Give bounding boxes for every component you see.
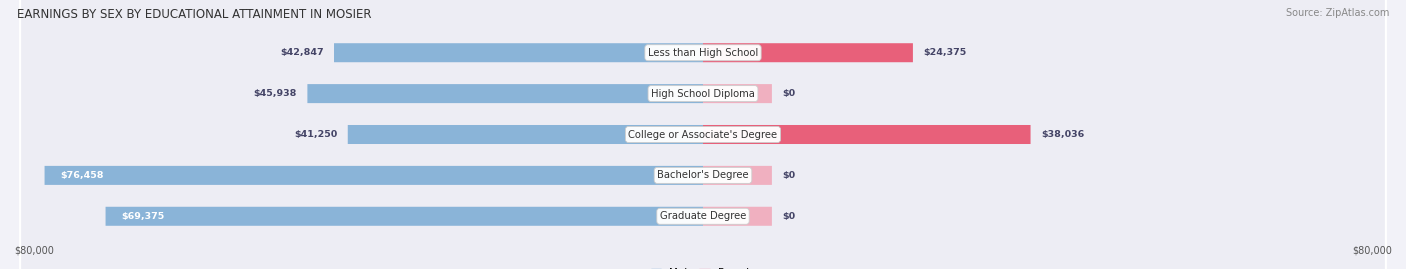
Text: $76,458: $76,458 — [60, 171, 104, 180]
Text: Less than High School: Less than High School — [648, 48, 758, 58]
Text: EARNINGS BY SEX BY EDUCATIONAL ATTAINMENT IN MOSIER: EARNINGS BY SEX BY EDUCATIONAL ATTAINMEN… — [17, 8, 371, 21]
FancyBboxPatch shape — [703, 125, 1031, 144]
Text: $80,000: $80,000 — [14, 246, 53, 256]
Text: High School Diploma: High School Diploma — [651, 89, 755, 99]
Text: $0: $0 — [782, 171, 796, 180]
Text: $42,847: $42,847 — [280, 48, 323, 57]
FancyBboxPatch shape — [20, 0, 1386, 269]
Text: College or Associate's Degree: College or Associate's Degree — [628, 129, 778, 140]
Text: Bachelor's Degree: Bachelor's Degree — [657, 170, 749, 180]
FancyBboxPatch shape — [703, 207, 772, 226]
Text: $45,938: $45,938 — [253, 89, 297, 98]
Text: $80,000: $80,000 — [1353, 246, 1392, 256]
Text: $41,250: $41,250 — [294, 130, 337, 139]
FancyBboxPatch shape — [347, 125, 703, 144]
FancyBboxPatch shape — [105, 207, 703, 226]
FancyBboxPatch shape — [45, 166, 703, 185]
Text: $38,036: $38,036 — [1040, 130, 1084, 139]
Text: $24,375: $24,375 — [924, 48, 966, 57]
FancyBboxPatch shape — [703, 166, 772, 185]
Legend: Male, Female: Male, Female — [647, 264, 759, 269]
FancyBboxPatch shape — [703, 43, 912, 62]
FancyBboxPatch shape — [703, 84, 772, 103]
FancyBboxPatch shape — [20, 0, 1386, 269]
Text: Graduate Degree: Graduate Degree — [659, 211, 747, 221]
FancyBboxPatch shape — [20, 0, 1386, 269]
Text: Source: ZipAtlas.com: Source: ZipAtlas.com — [1285, 8, 1389, 18]
FancyBboxPatch shape — [308, 84, 703, 103]
Text: $0: $0 — [782, 89, 796, 98]
Text: $69,375: $69,375 — [121, 212, 165, 221]
FancyBboxPatch shape — [335, 43, 703, 62]
FancyBboxPatch shape — [20, 0, 1386, 269]
Text: $0: $0 — [782, 212, 796, 221]
FancyBboxPatch shape — [20, 0, 1386, 269]
